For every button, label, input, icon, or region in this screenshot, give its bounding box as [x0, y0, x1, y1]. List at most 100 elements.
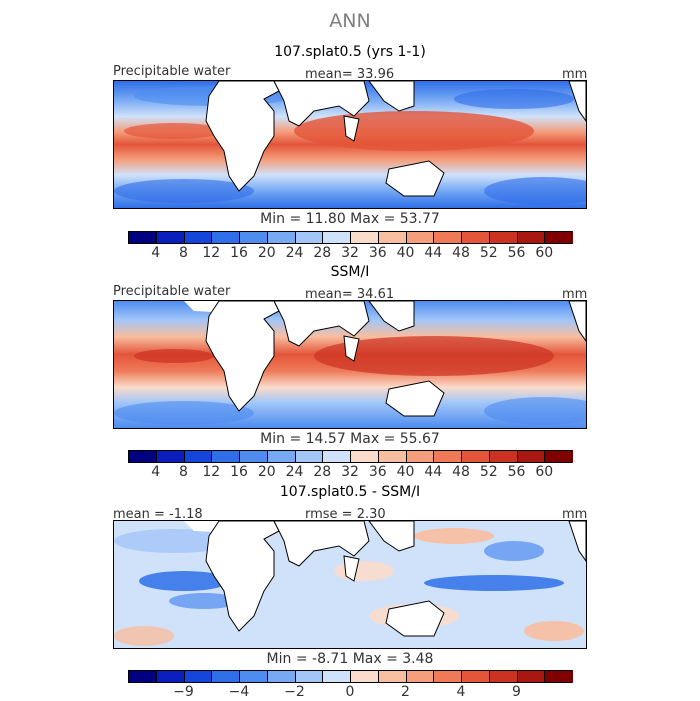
panel-2-units: mm — [562, 287, 588, 302]
colorbar-swatch — [544, 231, 573, 244]
colorbar-swatch — [266, 450, 295, 463]
colorbar-swatch — [377, 670, 406, 683]
colorbar-tick-label: 0 — [345, 684, 355, 700]
colorbar-swatch — [266, 231, 295, 244]
colorbar-tick-label: 4 — [151, 464, 161, 480]
colorbar-swatch — [266, 670, 295, 683]
colorbar-swatch — [322, 231, 351, 244]
panel-3-colorbar — [128, 670, 573, 683]
colorbar-tick-label: 32 — [341, 464, 359, 480]
colorbar-tick-label: 24 — [285, 464, 304, 480]
colorbar-tick-label: 20 — [257, 245, 276, 261]
colorbar-swatch — [488, 231, 517, 244]
colorbar-swatch — [405, 670, 434, 683]
colorbar-swatch — [183, 231, 212, 244]
colorbar-swatch — [350, 450, 379, 463]
colorbar-tick-label: −2 — [284, 684, 305, 700]
colorbar-tick-label: 48 — [452, 464, 470, 480]
colorbar-tick-label: −9 — [173, 684, 194, 700]
colorbar-tick-label: 44 — [424, 245, 443, 261]
colorbar-swatch — [128, 450, 157, 463]
colorbar-swatch — [516, 231, 545, 244]
colorbar-tick-label: 56 — [507, 464, 526, 480]
panel-1-colorbar — [128, 231, 573, 244]
panel-3-title: 107.splat0.5 - SSM/I — [279, 484, 421, 500]
panel-2-field-label: Precipitable water — [113, 284, 231, 299]
panel-2-colorbar-ticks: 4 8 12 16 20 24 28 32 36 40 44 48 52 56 60 — [128, 463, 572, 481]
colorbar-swatch — [405, 231, 434, 244]
colorbar-swatch — [461, 231, 490, 244]
panel-3-rmse: rmse = 2.30 — [305, 507, 386, 522]
colorbar-swatch — [516, 670, 545, 683]
colorbar-frame — [128, 450, 572, 463]
panel-2-mean: mean= 34.61 — [305, 287, 395, 302]
panel-3-units: mm — [562, 507, 588, 522]
colorbar-tick-label: 16 — [230, 245, 248, 261]
colorbar-tick-label: 9 — [512, 684, 521, 700]
colorbar-swatch — [433, 670, 462, 683]
colorbar-swatch — [544, 670, 573, 683]
colorbar-swatch — [128, 670, 157, 683]
colorbar-swatch — [183, 670, 212, 683]
colorbar-swatch — [211, 231, 240, 244]
colorbar-swatch — [433, 450, 462, 463]
colorbar-swatch — [488, 450, 517, 463]
panel-1-map — [113, 80, 587, 209]
colorbar-frame — [128, 231, 572, 244]
colorbar-frame — [128, 670, 572, 683]
panel-2-map — [113, 300, 587, 429]
colorbar-swatch — [183, 450, 212, 463]
panel-2-colorbar — [128, 450, 573, 463]
panel-1-units: mm — [562, 67, 588, 82]
panel-3-map — [113, 520, 587, 649]
colorbar-swatch — [294, 450, 323, 463]
colorbar-swatch — [433, 231, 462, 244]
colorbar-swatch — [239, 231, 268, 244]
colorbar-swatch — [461, 450, 490, 463]
colorbar-tick-label: 52 — [479, 464, 498, 480]
colorbar-tick-label: 4 — [151, 245, 161, 261]
colorbar-swatch — [322, 450, 351, 463]
colorbar-tick-label: 60 — [535, 245, 554, 261]
colorbar-swatch — [128, 231, 157, 244]
figure-title: ANN — [329, 10, 371, 32]
colorbar-tick-label: 4 — [456, 684, 466, 700]
panel-1-min-max: Min = 11.80 Max = 53.77 — [260, 211, 440, 227]
colorbar-swatch — [211, 670, 240, 683]
colorbar-tick-label: 8 — [179, 464, 188, 480]
colorbar-tick-label: 60 — [535, 464, 554, 480]
colorbar-tick-label: 40 — [396, 464, 415, 480]
panel-3-min-max: Min = -8.71 Max = 3.48 — [266, 651, 434, 667]
colorbar-swatch — [239, 670, 268, 683]
colorbar-tick-label: −4 — [228, 684, 250, 700]
panel-1-colorbar-ticks: 4 8 12 16 20 24 28 32 36 40 44 48 52 56 60 — [128, 244, 572, 262]
colorbar-tick-label: 28 — [313, 245, 332, 261]
colorbar-swatch — [155, 450, 184, 463]
colorbar-swatch — [155, 670, 184, 683]
colorbar-tick-label: 52 — [479, 245, 498, 261]
colorbar-swatch — [377, 450, 406, 463]
colorbar-tick-label: 36 — [368, 464, 387, 480]
colorbar-tick-label: 40 — [396, 245, 415, 261]
colorbar-swatch — [544, 450, 573, 463]
colorbar-tick-label: 20 — [257, 464, 276, 480]
colorbar-tick-label: 28 — [313, 464, 332, 480]
colorbar-swatch — [516, 450, 545, 463]
colorbar-tick-label: 32 — [341, 245, 359, 261]
colorbar-tick-label: 44 — [424, 464, 443, 480]
colorbar-swatch — [294, 231, 323, 244]
colorbar-tick-label: 12 — [202, 245, 221, 261]
colorbar-tick-label: 12 — [202, 464, 221, 480]
panel-3-mean: mean = -1.18 — [113, 507, 203, 522]
colorbar-tick-label: 56 — [507, 245, 526, 261]
colorbar-swatch — [488, 670, 517, 683]
colorbar-tick-label: 48 — [452, 245, 470, 261]
colorbar-tick-label: 24 — [285, 245, 304, 261]
colorbar-swatch — [350, 231, 379, 244]
colorbar-tick-label: 16 — [230, 464, 248, 480]
panel-3-colorbar-ticks: −9 −4 −2 0 2 4 9 — [128, 683, 572, 701]
panel-1-mean: mean= 33.96 — [305, 67, 395, 82]
colorbar-swatch — [211, 450, 240, 463]
colorbar-swatch — [239, 450, 268, 463]
panel-2-min-max: Min = 14.57 Max = 55.67 — [260, 431, 440, 447]
